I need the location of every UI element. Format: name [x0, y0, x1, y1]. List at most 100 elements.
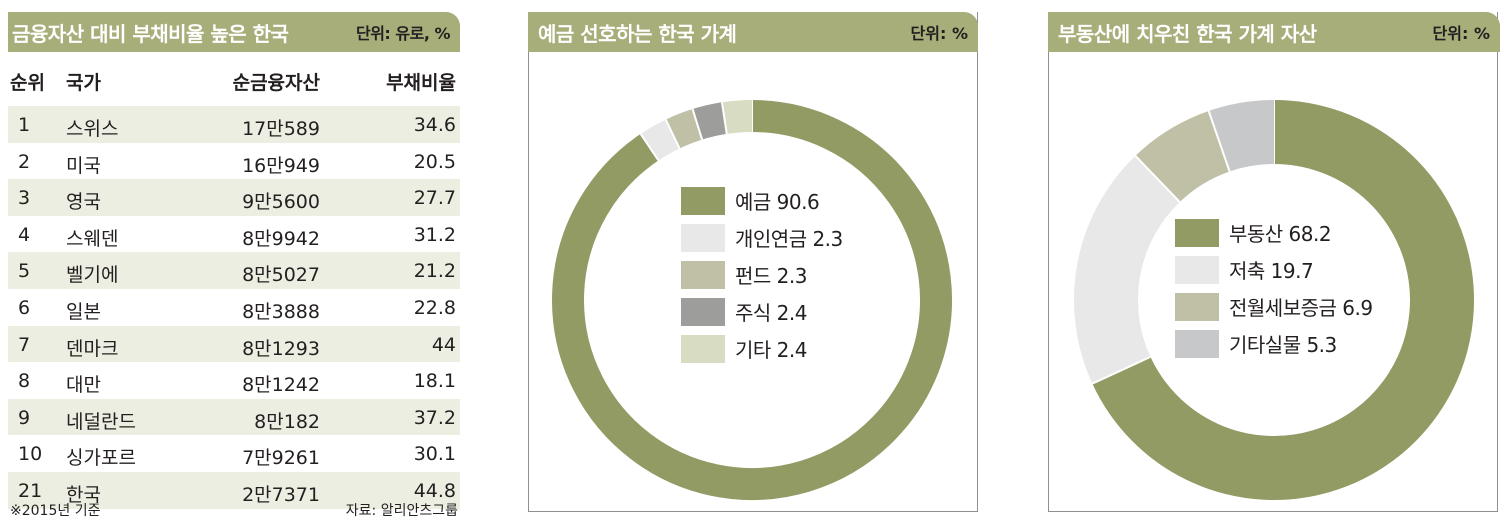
chart1-unit: 단위: %	[910, 24, 968, 43]
donut-slice-4	[1208, 100, 1275, 172]
table-header-bar: 금융자산 대비 부채비율 높은 한국 단위: 유로, %	[8, 12, 460, 52]
country-cell: 스웨덴	[66, 227, 119, 250]
chart1-donut	[552, 100, 952, 500]
ratio-cell: 20.5	[413, 150, 456, 173]
legend-swatch	[681, 334, 725, 363]
col-ratio: 부채비율	[386, 72, 456, 94]
legend-item: 펀드 2.3	[681, 256, 843, 293]
slice-separator	[691, 108, 704, 140]
country-cell: 벨기에	[66, 264, 119, 287]
assets-cell: 8만182	[254, 410, 320, 433]
country-cell: 한국	[66, 483, 101, 506]
legend-label: 부동산 68.2	[1229, 222, 1332, 246]
chart1-header-bar: 예금 선호하는 한국 가계 단위: %	[528, 12, 978, 52]
assets-cell: 8만1242	[242, 374, 320, 397]
legend-swatch	[681, 260, 725, 289]
legend-swatch	[1175, 218, 1219, 247]
slice-separator	[664, 119, 681, 149]
ratio-cell: 31.2	[413, 223, 456, 246]
assets-cell: 2만7371	[242, 483, 320, 506]
table-title: 금융자산 대비 부채비율 높은 한국	[12, 21, 289, 46]
legend-label: 저축 19.7	[1229, 259, 1314, 283]
col-assets: 순금융자산	[232, 72, 320, 94]
table-body: 1 스위스 17만589 34.6 2 미국 16만949 20.5 3 영국 9만5600 27.7…	[8, 106, 460, 509]
ranking-table-panel: 금융자산 대비 부채비율 높은 한국 단위: 유로, % 순위 국가 순금융자산…	[8, 12, 460, 520]
table-footnote: ※2015년 기준	[10, 503, 101, 519]
legend-label: 예금 90.6	[735, 190, 820, 214]
legend-label: 주식 2.4	[735, 301, 807, 325]
legend-label: 펀드 2.3	[735, 264, 807, 288]
ratio-cell: 34.6	[413, 114, 456, 136]
ratio-cell: 30.1	[413, 443, 456, 466]
legend-swatch	[1175, 329, 1219, 358]
slice-separator	[1134, 155, 1181, 203]
country-cell: 미국	[66, 154, 101, 177]
donut-slice-2	[1074, 155, 1181, 384]
rank-cell: 7	[18, 333, 31, 356]
legend-swatch	[681, 186, 725, 215]
legend-item: 저축 19.7	[1175, 251, 1373, 288]
legend-item: 주식 2.4	[681, 293, 843, 330]
country-cell: 스위스	[66, 118, 119, 140]
table-row: 1 스위스 17만589 34.6	[8, 106, 460, 143]
table-row: 4 스웨덴 8만9942 31.2	[8, 216, 460, 253]
table-row: 8 대만 8만1242 18.1	[8, 362, 460, 399]
ratio-cell: 18.1	[413, 370, 456, 393]
legend-item: 부동산 68.2	[1175, 214, 1373, 251]
assets-cell: 17만589	[242, 118, 320, 140]
country-cell: 일본	[66, 300, 101, 323]
slice-separator	[1091, 355, 1151, 385]
chart2-title: 부동산에 치우친 한국 가계 자산	[1058, 21, 1317, 46]
legend-item: 예금 90.6	[681, 182, 843, 219]
rank-cell: 1	[18, 114, 31, 136]
table-row: 3 영국 9만5600 27.7	[8, 179, 460, 216]
deposit-chart-panel: 예금 선호하는 한국 가계 단위: % 예금 90.6 개인연금 2.3 펀드 2.…	[528, 12, 978, 512]
rank-cell: 3	[18, 187, 31, 210]
table-row: 21 한국 2만7371 44.8	[8, 471, 460, 509]
chart2-donut	[1074, 100, 1474, 500]
donut-slice-1	[552, 100, 952, 500]
rank-cell: 10	[18, 443, 43, 466]
table-row: 5 벨기에 8만5027 21.2	[8, 252, 460, 289]
assets-cell: 9만5600	[242, 191, 320, 214]
legend-item: 기타실물 5.3	[1175, 325, 1373, 362]
chart2-unit: 단위: %	[1432, 24, 1490, 43]
table-row: 9 네덜란드 8만182 37.2	[8, 398, 460, 436]
legend-label: 기타실물 5.3	[1229, 333, 1337, 357]
rank-cell: 6	[18, 296, 31, 319]
table-column-headers: 순위 국가 순금융자산 부채비율	[8, 64, 460, 100]
ratio-cell: 21.2	[413, 260, 456, 283]
ratio-cell: 22.8	[413, 296, 456, 319]
assets-cell: 8만1293	[242, 337, 320, 360]
ratio-cell: 44.8	[413, 479, 456, 502]
col-country: 국가	[66, 72, 101, 94]
donut-slice-4	[692, 102, 728, 140]
country-cell: 싱가포르	[66, 447, 136, 470]
country-cell: 영국	[66, 191, 101, 214]
slice-separator	[720, 102, 728, 135]
table-row: 2 미국 16만949 20.5	[8, 143, 460, 180]
assets-cell: 16만949	[242, 154, 320, 177]
legend-swatch	[681, 297, 725, 326]
col-rank: 순위	[10, 72, 45, 94]
donut-slice-2	[640, 119, 680, 161]
legend-swatch	[1175, 292, 1219, 321]
chart2-header-bar: 부동산에 치우친 한국 가계 자산 단위: %	[1048, 12, 1500, 52]
ratio-cell: 27.7	[413, 187, 456, 210]
table-row: 10 싱가포르 7만9261 30.1	[8, 435, 460, 472]
legend-swatch	[681, 223, 725, 252]
legend-item: 전월세보증금 6.9	[1175, 288, 1373, 325]
asset-chart-panel: 부동산에 치우친 한국 가계 자산 단위: % 부동산 68.2 저축 19.7 전…	[1048, 12, 1500, 512]
assets-cell: 8만9942	[242, 227, 320, 250]
rank-cell: 8	[18, 370, 31, 393]
country-cell: 덴마크	[66, 337, 119, 360]
rank-cell: 21	[18, 479, 43, 502]
table-row: 7 덴마크 8만1293 44	[8, 325, 460, 363]
legend-item: 기타 2.4	[681, 330, 843, 367]
donut-slice-3	[1135, 110, 1231, 203]
assets-cell: 7만9261	[242, 447, 320, 470]
donut-slice-3	[665, 109, 703, 149]
chart1-title: 예금 선호하는 한국 가계	[538, 21, 737, 46]
donut-slice-1	[1092, 100, 1474, 500]
legend-label: 개인연금 2.3	[735, 227, 843, 251]
